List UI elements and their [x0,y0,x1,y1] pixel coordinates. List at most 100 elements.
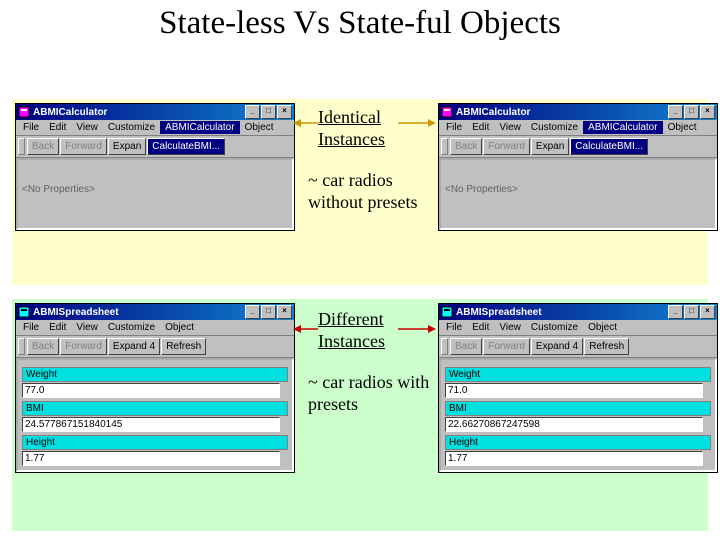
menu-view[interactable]: View [71,121,103,134]
menu-customize[interactable]: Customize [103,321,160,334]
minimize-button[interactable]: _ [245,305,260,319]
titlebar[interactable]: ABMICalculator _ □ × [439,104,717,120]
titlebar[interactable]: ABMICalculator _ □ × [16,104,294,120]
menu-object[interactable]: Object [583,321,622,334]
btn-expand[interactable]: Expand 4 [108,338,160,355]
annotation-identical-sub: ~ car radios without presets [308,170,433,213]
client-area: Weight BMI Height [439,358,717,472]
btn-forward[interactable]: Forward [483,338,530,355]
menu-object[interactable]: Object [240,121,279,134]
client-area: <No Properties> [439,158,717,230]
window-sheet-left: ABMISpreadsheet _ □ × File Edit View Cus… [15,303,295,473]
menu-file[interactable]: File [441,321,467,334]
menu-edit[interactable]: Edit [467,321,494,334]
btn-refresh[interactable]: Refresh [161,338,206,355]
menu-abmicalculator[interactable]: ABMICalculator [160,121,239,134]
annotation-different-sub: ~ car radios with presets [308,372,433,415]
minimize-button[interactable]: _ [245,105,260,119]
slide-title: State-less Vs State-ful Objects [0,5,720,42]
arrow-left-bottom [293,323,318,335]
window-title: ABMICalculator [33,107,244,118]
maximize-button[interactable]: □ [684,305,699,319]
app-icon [441,106,453,118]
app-icon [18,106,30,118]
bmi-input[interactable] [22,417,280,432]
window-calc-left: ABMICalculator _ □ × File Edit View Cust… [15,103,295,231]
menu-object[interactable]: Object [663,121,702,134]
window-title: ABMICalculator [456,107,667,118]
titlebar[interactable]: ABMISpreadsheet _ □ × [439,304,717,320]
btn-forward[interactable]: Forward [483,138,530,155]
menu-edit[interactable]: Edit [44,321,71,334]
annotation-different: Different Instances [318,309,385,352]
close-button[interactable]: × [700,305,715,319]
btn-forward[interactable]: Forward [60,138,107,155]
menubar: File Edit View Customize ABMICalculator … [16,120,294,136]
toolbar: Back Forward Expand 4 Refresh [439,336,717,358]
app-icon [18,306,30,318]
menubar: File Edit View Customize Object [439,320,717,336]
weight-label: Weight [22,367,288,382]
height-input[interactable] [22,451,280,466]
menu-edit[interactable]: Edit [44,121,71,134]
maximize-button[interactable]: □ [261,105,276,119]
bmi-input[interactable] [445,417,703,432]
menu-customize[interactable]: Customize [526,321,583,334]
window-calc-right: ABMICalculator _ □ × File Edit View Cust… [438,103,718,231]
bmi-label: BMI [445,401,711,416]
menu-file[interactable]: File [18,121,44,134]
menu-object[interactable]: Object [160,321,199,334]
btn-forward[interactable]: Forward [60,338,107,355]
no-properties: <No Properties> [22,164,288,215]
client-area: <No Properties> [16,158,294,230]
menu-view[interactable]: View [494,121,526,134]
menu-abmicalculator[interactable]: ABMICalculator [583,121,662,134]
menu-view[interactable]: View [494,321,526,334]
arrow-right-bottom [398,323,436,335]
toolbar: Back Forward Expan CalculateBMI... [16,136,294,158]
minimize-button[interactable]: _ [668,305,683,319]
menu-file[interactable]: File [18,321,44,334]
btn-back[interactable]: Back [450,138,482,155]
close-button[interactable]: × [277,305,292,319]
weight-input[interactable] [22,383,280,398]
btn-expand[interactable]: Expan [108,138,146,155]
weight-input[interactable] [445,383,703,398]
btn-back[interactable]: Back [450,338,482,355]
minimize-button[interactable]: _ [668,105,683,119]
height-input[interactable] [445,451,703,466]
window-title: ABMISpreadsheet [456,307,667,318]
menu-edit[interactable]: Edit [467,121,494,134]
btn-back[interactable]: Back [27,338,59,355]
close-button[interactable]: × [700,105,715,119]
menu-view[interactable]: View [71,321,103,334]
close-button[interactable]: × [277,105,292,119]
btn-refresh[interactable]: Refresh [584,338,629,355]
menu-customize[interactable]: Customize [526,121,583,134]
btn-calculatebmi[interactable]: CalculateBMI... [147,138,225,155]
titlebar[interactable]: ABMISpreadsheet _ □ × [16,304,294,320]
toolbar: Back Forward Expan CalculateBMI... [439,136,717,158]
menubar: File Edit View Customize ABMICalculator … [439,120,717,136]
window-title: ABMISpreadsheet [33,307,244,318]
menu-file[interactable]: File [441,121,467,134]
toolbar: Back Forward Expand 4 Refresh [16,336,294,358]
annotation-identical: Identical Instances [318,107,385,150]
btn-expand[interactable]: Expand 4 [531,338,583,355]
weight-label: Weight [445,367,711,382]
menubar: File Edit View Customize Object [16,320,294,336]
client-area: Weight BMI Height [16,358,294,472]
window-sheet-right: ABMISpreadsheet _ □ × File Edit View Cus… [438,303,718,473]
arrow-left-top [293,117,318,129]
height-label: Height [22,435,288,450]
arrow-right-top [398,117,436,129]
height-label: Height [445,435,711,450]
btn-calculatebmi[interactable]: CalculateBMI... [570,138,648,155]
bmi-label: BMI [22,401,288,416]
btn-expand[interactable]: Expan [531,138,569,155]
app-icon [441,306,453,318]
maximize-button[interactable]: □ [684,105,699,119]
btn-back[interactable]: Back [27,138,59,155]
maximize-button[interactable]: □ [261,305,276,319]
menu-customize[interactable]: Customize [103,121,160,134]
